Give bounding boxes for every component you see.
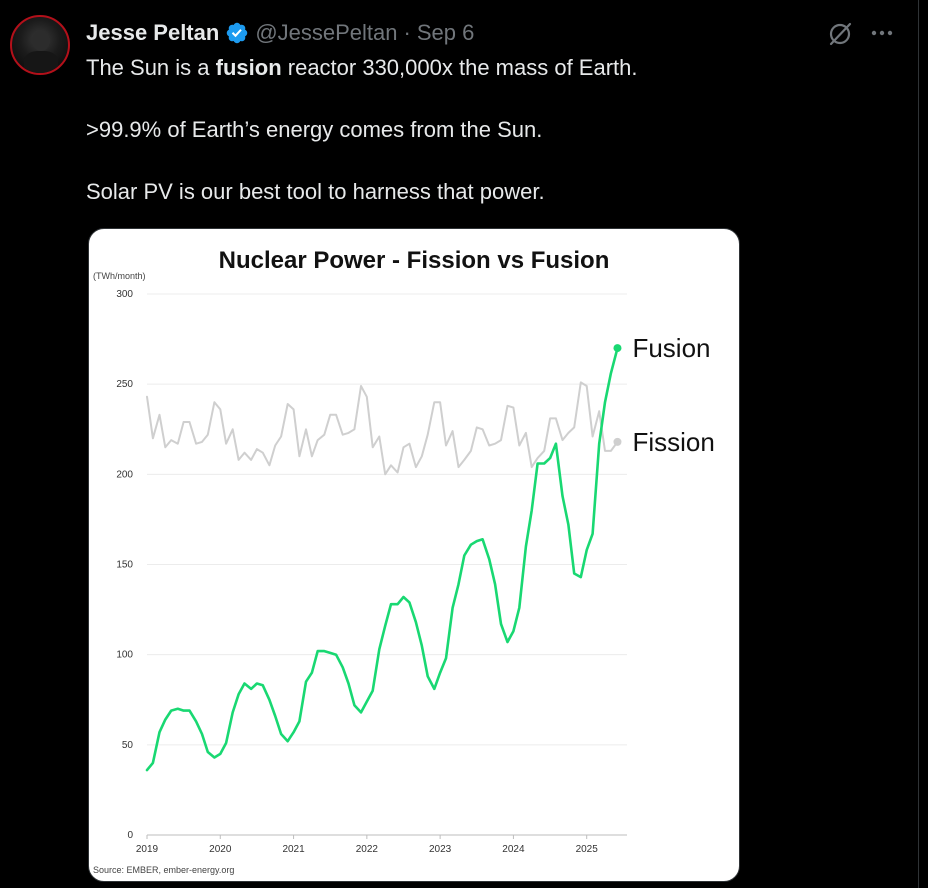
verified-check-shape — [232, 29, 243, 38]
y-tick-150: 150 — [116, 560, 133, 571]
grok-icon-slash — [829, 22, 852, 46]
y-tick-300: 300 — [116, 289, 133, 300]
tweet-text-1a: The Sun is a — [86, 55, 216, 80]
chart-source: Source: EMBER, ember-energy.org — [93, 865, 234, 875]
tweet-header: Jesse Peltan @JessePeltan · Sep 6 — [86, 18, 474, 48]
series-end-point-fusion — [613, 344, 622, 353]
x-tick-2020: 2020 — [209, 844, 232, 855]
avatar[interactable] — [10, 15, 70, 75]
y-axis-label: (TWh/month) — [93, 271, 146, 281]
more-dot-3 — [887, 30, 893, 36]
x-tick-2021: 2021 — [282, 844, 305, 855]
chart: Nuclear Power - Fission vs Fusion (TWh/mo… — [93, 247, 715, 875]
x-tick-2023: 2023 — [429, 844, 452, 855]
more-dot-2 — [879, 30, 885, 36]
chart-title: Nuclear Power - Fission vs Fusion — [219, 247, 610, 274]
series-end-point-fission — [613, 437, 622, 446]
author-name[interactable]: Jesse Peltan — [86, 20, 220, 45]
more-dot-1 — [871, 30, 877, 36]
tweet-text-line-3: Solar PV is our best tool to harness tha… — [86, 179, 545, 204]
grok-icon-ring — [829, 23, 851, 45]
y-tick-200: 200 — [116, 469, 133, 480]
x-tick-2024: 2024 — [502, 844, 525, 855]
series-line-fission — [146, 381, 619, 476]
tweet-text-1b: reactor 330,000x the mass of Earth. — [281, 55, 638, 80]
chart-image[interactable]: Nuclear Power - Fission vs Fusion (TWh/mo… — [88, 228, 740, 882]
y-tick-0: 0 — [127, 830, 133, 841]
verified-badge-icon — [227, 22, 248, 44]
avatar-shoulders — [24, 51, 58, 73]
timeline-divider — [918, 0, 919, 888]
x-tick-2019: 2019 — [136, 844, 159, 855]
y-tick-100: 100 — [116, 650, 133, 661]
y-tick-50: 50 — [122, 740, 134, 751]
avatar-head — [32, 31, 50, 51]
x-tick-2025: 2025 — [576, 844, 599, 855]
author-handle[interactable]: @JessePeltan — [255, 20, 398, 45]
tweet-date[interactable]: Sep 6 — [416, 20, 475, 45]
y-tick-250: 250 — [116, 379, 133, 390]
more-icon[interactable] — [869, 20, 895, 46]
tweet-text-line-1: The Sun is a fusion reactor 330,000x the… — [86, 55, 638, 81]
tweet-text-bold: fusion — [215, 55, 282, 80]
header-separator: · — [403, 20, 411, 45]
x-tick-2022: 2022 — [356, 844, 379, 855]
grok-icon[interactable] — [826, 20, 854, 48]
series-label-fusion: Fusion — [632, 333, 710, 363]
series-label-fission: Fission — [632, 427, 714, 457]
series-line-fusion — [145, 346, 619, 772]
tweet-text-line-2: >99.9% of Earth’s energy comes from the … — [86, 117, 543, 142]
